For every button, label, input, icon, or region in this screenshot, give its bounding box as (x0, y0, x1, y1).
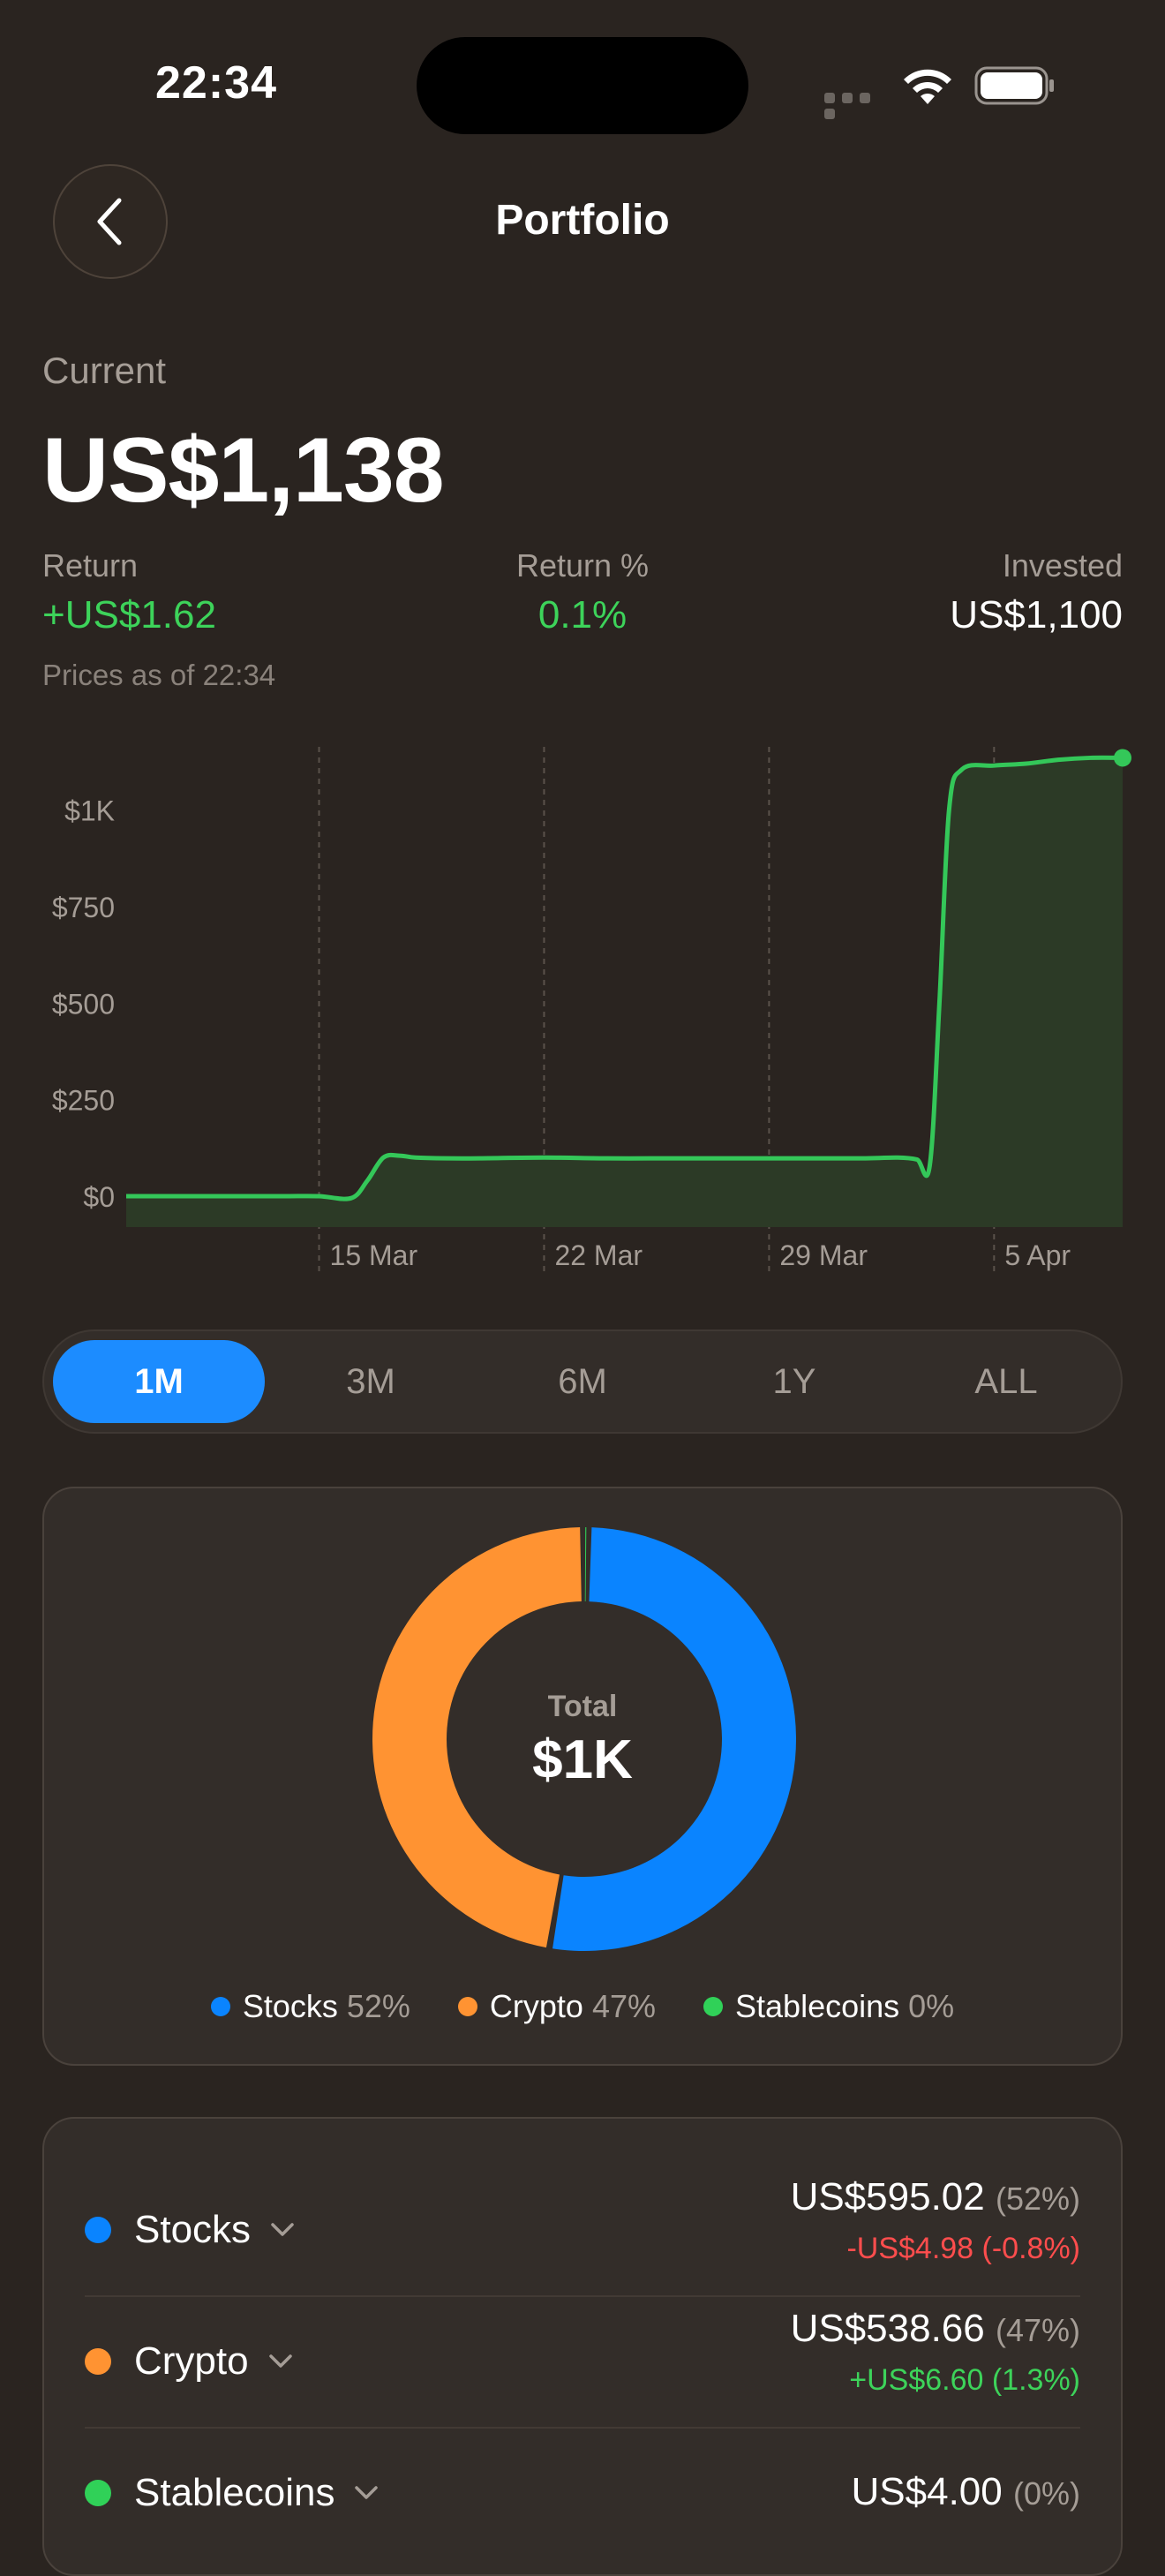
holding-name-text: Crypto (134, 2339, 249, 2383)
chart-latest-point (1114, 749, 1131, 767)
holding-row-crypto[interactable]: Crypto US$538.66 (47%) +US$6.60 (1.3%) (85, 2296, 1080, 2427)
holding-amount-value: US$538.66 (790, 2307, 985, 2350)
holding-color-dot (85, 2480, 111, 2506)
cellular-signal-icon (824, 92, 891, 119)
current-value: US$1,138 (42, 419, 445, 522)
holding-row-stocks[interactable]: Stocks US$595.02 (52%) -US$4.98 (-0.8%) (85, 2165, 1080, 2295)
holding-color-dot (85, 2348, 111, 2375)
y-tick-label: $750 (52, 892, 115, 923)
battery-icon (974, 66, 1054, 105)
y-tick-label: $250 (52, 1085, 115, 1117)
return-stat: Return +US$1.62 (42, 547, 216, 637)
chart-area-fill (126, 757, 1123, 1227)
row-divider (85, 2295, 1080, 2297)
legend-item-stocks: Stocks 52% (210, 1988, 410, 2025)
x-tick-label: 15 Mar (330, 1239, 418, 1271)
x-tick-label: 29 Mar (779, 1239, 868, 1271)
range-option-3m[interactable]: 3M (346, 1361, 395, 1401)
return-value: +US$1.62 (42, 593, 216, 636)
legend-dot (210, 1997, 230, 2016)
prices-asof: Prices as of 22:34 (42, 659, 276, 691)
legend-label: Stocks (242, 1988, 338, 2024)
back-button[interactable] (53, 164, 168, 279)
chevron-down-icon (268, 2354, 292, 2368)
chevron-down-icon (271, 2223, 294, 2236)
legend-label: Crypto (489, 1988, 583, 2024)
holding-name-text: Stablecoins (134, 2471, 335, 2514)
return-pct-label: Return % (515, 547, 650, 584)
holding-color-dot (85, 2217, 111, 2243)
holding-amount-value: US$595.02 (790, 2175, 985, 2218)
legend-pct: 47% (591, 1988, 657, 2024)
chart-series-line (126, 755, 1124, 1201)
allocation-legend: Stocks 52% Crypto 47% Stablecoins 0% (44, 1988, 1121, 2025)
chevron-down-icon (355, 2486, 379, 2499)
invested-label: Invested (1002, 547, 1123, 584)
range-option-6m[interactable]: 6M (558, 1361, 607, 1401)
dynamic-island (417, 37, 748, 134)
portfolio-value-chart[interactable]: $0 $250 $500 $750 $1K 15 Mar 22 Mar 29 Mar 5 Apr (0, 733, 1165, 1280)
legend-item-stablecoins: Stablecoins 0% (703, 1988, 954, 2025)
legend-dot (703, 1997, 724, 2016)
holding-pct: (0%) (1012, 2475, 1080, 2512)
holding-name: Stocks (134, 2208, 295, 2252)
holding-name-text: Stocks (134, 2208, 252, 2251)
return-pct-stat: Return % 0.1% (0, 547, 1165, 637)
wifi-icon (904, 69, 951, 104)
y-tick-label: $0 (83, 1181, 115, 1213)
allocation-card: Total $1K Stocks 52% Crypto 47% Stablecoins 0… (42, 1487, 1123, 2066)
y-tick-label: $500 (52, 988, 115, 1020)
status-time: 22:34 (155, 57, 277, 109)
return-label: Return (42, 547, 139, 584)
back-arrow-icon (97, 198, 122, 245)
return-pct-value: 0.1% (537, 593, 628, 636)
time-range-selector: 1M 3M 6M 1Y ALL (42, 1329, 1123, 1434)
donut-slice-stablecoins (584, 1527, 587, 1602)
holding-delta: +US$6.60 (1.3%) (849, 2363, 1080, 2397)
legend-pct: 0% (908, 1988, 955, 2024)
y-tick-label: $1K (64, 795, 115, 827)
holding-pct: (52%) (995, 2181, 1080, 2217)
invested-value: US$1,100 (950, 593, 1123, 636)
legend-item-crypto: Crypto 47% (457, 1988, 657, 2025)
donut-total-label: Total (547, 1690, 618, 1723)
donut-slice-stocks (552, 1527, 796, 1951)
current-label: Current (42, 350, 167, 391)
holdings-list: Stocks US$595.02 (52%) -US$4.98 (-0.8%) Cry… (42, 2117, 1123, 2576)
range-option-1m[interactable]: 1M (53, 1340, 265, 1423)
holding-row-stablecoins[interactable]: Stablecoins US$4.00 (0%) (85, 2428, 1080, 2558)
holding-delta: -US$4.98 (-0.8%) (846, 2232, 1080, 2265)
donut-total-value: $1K (532, 1729, 633, 1790)
holding-amount: US$4.00 (0%) (852, 2470, 1080, 2514)
legend-dot (457, 1997, 477, 2016)
status-bar: 22:34 (0, 0, 1165, 168)
holding-amount: US$538.66 (47%) (791, 2307, 1080, 2351)
holding-amount-value: US$4.00 (851, 2470, 1003, 2513)
holding-pct: (47%) (995, 2312, 1080, 2348)
donut-slice-crypto (372, 1527, 582, 1948)
legend-pct: 52% (346, 1988, 410, 2024)
holding-amount: US$595.02 (52%) (791, 2175, 1080, 2219)
x-tick-label: 22 Mar (554, 1239, 643, 1271)
holding-name: Crypto (134, 2339, 293, 2384)
range-option-all[interactable]: ALL (974, 1361, 1038, 1401)
allocation-donut-chart (372, 1527, 796, 1951)
page-title: Portfolio (495, 197, 670, 244)
legend-label: Stablecoins (735, 1988, 900, 2024)
range-option-1y[interactable]: 1Y (772, 1361, 816, 1401)
x-tick-label: 5 Apr (1004, 1239, 1071, 1271)
invested-stat: Invested US$1,100 (950, 547, 1123, 637)
row-divider (85, 2427, 1080, 2429)
holding-name: Stablecoins (134, 2471, 379, 2515)
